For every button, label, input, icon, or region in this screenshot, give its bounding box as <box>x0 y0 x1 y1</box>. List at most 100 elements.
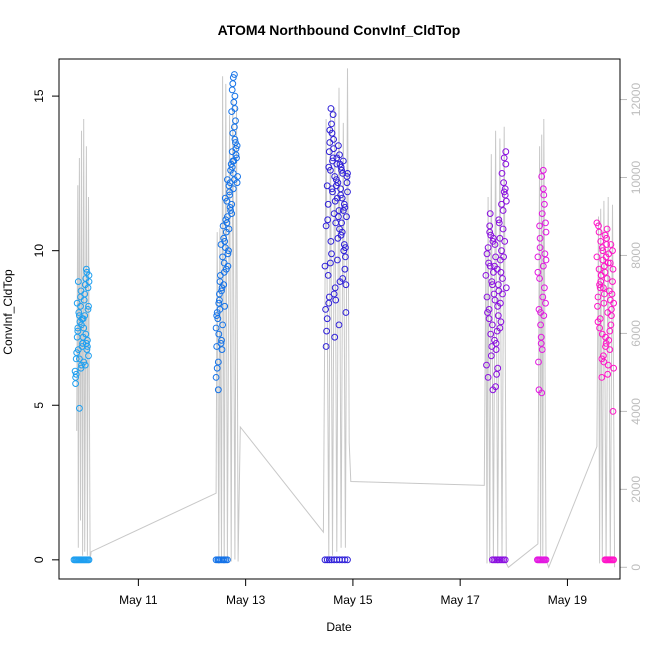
data-point <box>501 185 509 193</box>
data-point <box>328 250 335 258</box>
data-point <box>326 139 334 146</box>
data-point <box>213 343 221 350</box>
data-point <box>221 302 229 310</box>
data-point <box>322 222 330 230</box>
data-point <box>607 241 615 248</box>
data-point <box>83 340 90 347</box>
secondary-tick-label: 12000 <box>629 83 643 117</box>
data-point <box>231 123 238 131</box>
data-point <box>322 343 330 350</box>
data-point <box>594 302 601 310</box>
data-point <box>605 336 613 344</box>
secondary-tick-label: 4000 <box>629 398 643 425</box>
data-point <box>537 333 545 341</box>
data-point <box>491 262 498 270</box>
data-point <box>322 306 330 313</box>
data-point <box>72 370 80 378</box>
data-point <box>231 92 239 100</box>
data-point <box>601 290 608 298</box>
data-point <box>610 364 617 372</box>
data-point <box>213 364 221 372</box>
zero-point <box>224 556 231 564</box>
data-point <box>78 315 86 323</box>
secondary-line-layer <box>76 68 616 569</box>
series-3 <box>321 105 351 564</box>
zero-point <box>321 556 329 564</box>
data-point <box>340 200 348 208</box>
data-point <box>487 231 495 239</box>
data-point <box>604 361 612 369</box>
data-point <box>541 250 549 258</box>
data-point <box>324 272 332 279</box>
data-point <box>74 324 82 332</box>
data-point <box>229 185 237 193</box>
data-point <box>336 278 344 286</box>
data-point <box>342 253 349 261</box>
zero-point <box>328 556 335 564</box>
data-point <box>339 207 347 214</box>
data-point <box>593 253 601 261</box>
data-point <box>489 321 496 329</box>
data-point <box>213 312 221 320</box>
data-point <box>227 207 235 214</box>
data-point <box>217 340 225 347</box>
data-point <box>609 408 617 415</box>
data-point <box>609 265 617 273</box>
data-point <box>500 154 508 162</box>
data-point <box>76 355 83 363</box>
data-point <box>212 324 220 332</box>
data-point <box>487 352 495 360</box>
data-point <box>538 346 546 354</box>
data-point <box>600 358 608 366</box>
data-point <box>598 244 606 252</box>
data-point <box>483 293 491 301</box>
data-point <box>500 253 508 261</box>
data-point <box>218 336 225 344</box>
data-point <box>605 287 613 295</box>
data-point <box>498 170 506 177</box>
data-point <box>324 216 332 224</box>
y-tick-label: 5 <box>32 402 46 409</box>
series-4 <box>482 148 510 564</box>
data-point <box>335 321 343 329</box>
x-tick-label: May 17 <box>440 593 480 607</box>
data-point <box>500 188 508 196</box>
data-point <box>330 145 338 153</box>
data-point <box>337 163 345 171</box>
data-point <box>226 191 234 199</box>
data-point <box>73 299 81 307</box>
data-point <box>502 160 510 168</box>
data-point <box>542 219 549 227</box>
data-point <box>325 293 333 301</box>
data-point <box>482 272 490 279</box>
data-point <box>542 299 549 307</box>
data-point <box>498 200 505 208</box>
zero-point <box>610 556 617 564</box>
data-point <box>599 247 607 255</box>
data-point <box>329 157 336 165</box>
data-point <box>228 200 236 208</box>
data-point <box>536 234 544 242</box>
data-point <box>485 259 493 267</box>
data-point <box>596 281 603 289</box>
data-point <box>230 98 238 106</box>
data-point <box>327 105 335 112</box>
data-point <box>502 284 510 292</box>
data-point <box>224 250 232 258</box>
data-point <box>502 148 510 156</box>
zero-point <box>344 556 351 564</box>
data-point <box>215 330 223 338</box>
data-point <box>338 228 346 236</box>
data-point <box>225 225 233 233</box>
data-point <box>216 296 223 304</box>
data-point <box>538 173 546 180</box>
data-point <box>497 318 505 326</box>
data-point <box>231 71 238 78</box>
data-point <box>218 346 226 354</box>
axes-layer: May 11 May 13 May 15 May 17 May 19 0 5 10 15 0 200… <box>32 83 643 607</box>
data-point <box>609 247 616 255</box>
data-point <box>541 284 548 292</box>
data-point <box>496 234 504 242</box>
data-point <box>491 296 499 304</box>
data-point <box>83 265 90 273</box>
